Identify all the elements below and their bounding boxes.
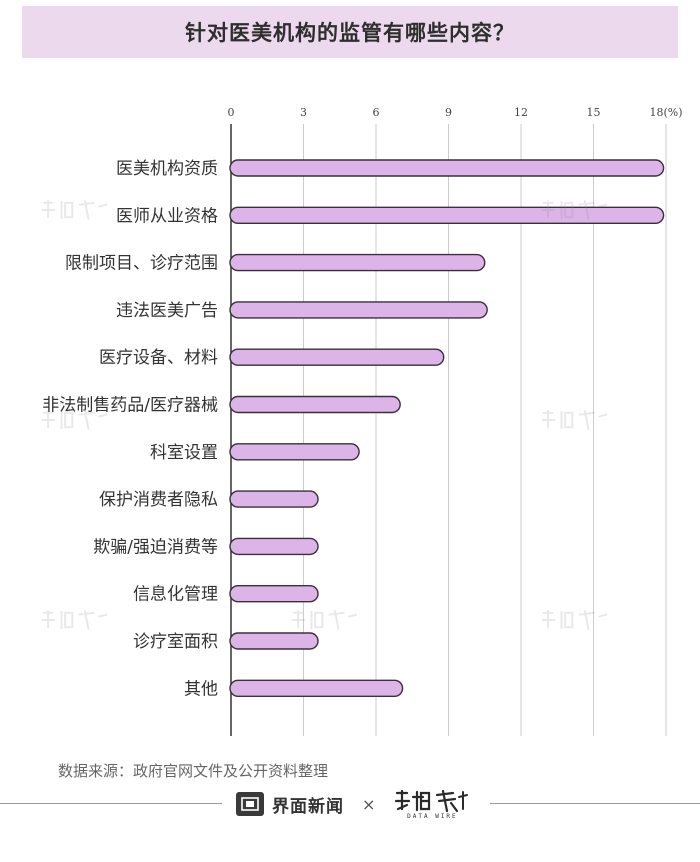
footer-rule-left bbox=[0, 803, 222, 804]
category-label: 诊疗室面积 bbox=[133, 632, 218, 652]
chart-title: 针对医美机构的监管有哪些内容？ bbox=[185, 21, 515, 45]
category-label: 非法制售药品/医疗器械 bbox=[42, 396, 218, 416]
bar bbox=[229, 443, 360, 461]
bar bbox=[229, 348, 445, 366]
times-symbol: × bbox=[362, 794, 376, 814]
bar-chart: 0 3 6 9 12 15 18(%) 医美机构资质医师从业资格限制项目、诊疗范围违法医美广告… bbox=[42, 106, 683, 736]
footer-rule-right bbox=[490, 803, 700, 804]
x-tick-label: 6 bbox=[373, 106, 380, 119]
category-label: 医疗设备、材料 bbox=[99, 348, 218, 368]
bar bbox=[229, 537, 319, 556]
bar bbox=[229, 206, 665, 225]
category-label: 科室设置 bbox=[150, 443, 218, 463]
bar bbox=[229, 159, 665, 177]
bar bbox=[229, 253, 486, 272]
footer-brand: 界面新闻 × DATA WIRE bbox=[236, 789, 471, 820]
category-label: 信息化管理 bbox=[133, 585, 218, 605]
title-band: 针对医美机构的监管有哪些内容？ bbox=[22, 6, 678, 58]
data-wire-logo-icon bbox=[395, 789, 469, 812]
category-label: 欺骗/强迫消费等 bbox=[93, 537, 218, 557]
category-label: 其他 bbox=[184, 679, 218, 699]
brand-name: 界面新闻 bbox=[272, 796, 344, 817]
source-note: 数据来源：政府官网文件及公开资料整理 bbox=[58, 762, 329, 780]
bar bbox=[229, 490, 319, 508]
bar bbox=[229, 301, 488, 319]
data-wire-subtext: DATA WIRE bbox=[407, 812, 458, 820]
x-tick-label: 9 bbox=[445, 106, 452, 119]
x-tick-label: 12 bbox=[514, 106, 528, 119]
category-label: 保护消费者隐私 bbox=[99, 490, 218, 510]
x-tick-label: 3 bbox=[300, 106, 307, 119]
category-label: 医美机构资质 bbox=[116, 159, 218, 179]
jiemian-logo-icon bbox=[236, 792, 264, 816]
category-label: 限制项目、诊疗范围 bbox=[65, 254, 218, 274]
bar bbox=[229, 395, 401, 414]
bar bbox=[229, 679, 404, 697]
x-tick-label: 0 bbox=[228, 106, 235, 119]
category-label: 违法医美广告 bbox=[116, 301, 218, 321]
x-tick-label: 15 bbox=[587, 106, 601, 119]
category-label: 医师从业资格 bbox=[116, 206, 218, 226]
data-wire-logo: DATA WIRE bbox=[393, 789, 471, 820]
bar bbox=[229, 632, 319, 650]
bar bbox=[229, 585, 319, 603]
x-tick-label: 18(%) bbox=[649, 106, 682, 119]
